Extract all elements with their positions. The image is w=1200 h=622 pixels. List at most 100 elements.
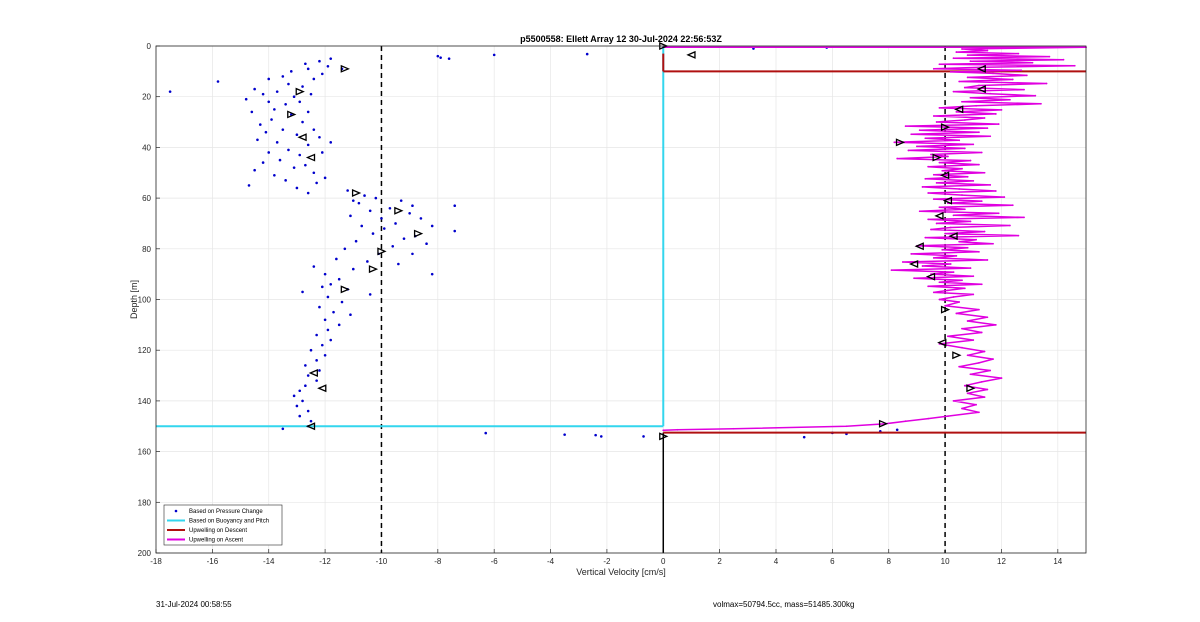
series-3-vertex bbox=[947, 155, 949, 158]
series-0-point bbox=[585, 52, 589, 56]
y-tick-label: 0 bbox=[147, 42, 152, 51]
series-3-vertex bbox=[1023, 88, 1025, 91]
series-3-vertex bbox=[966, 320, 969, 322]
series-3-vertex bbox=[969, 60, 972, 63]
x-tick-label: 12 bbox=[997, 557, 1006, 566]
series-3-vertex bbox=[1031, 61, 1034, 64]
triangle-marker bbox=[942, 196, 953, 205]
series-3-vertex bbox=[910, 252, 913, 255]
series-3-vertex bbox=[927, 417, 930, 420]
legend-swatch-point bbox=[174, 509, 178, 513]
series-3-vertex bbox=[972, 339, 975, 341]
series-0-point bbox=[323, 272, 327, 276]
x-tick-label: 0 bbox=[661, 557, 666, 566]
series-3-vertex bbox=[972, 143, 975, 146]
series-3-vertex bbox=[983, 117, 986, 119]
series-0-point bbox=[306, 374, 310, 377]
footer-timestamp: 31-Jul-2024 00:58:55 bbox=[156, 600, 232, 609]
series-0-point bbox=[250, 110, 254, 114]
series-0-point bbox=[594, 433, 597, 437]
x-tick-label: 10 bbox=[941, 557, 950, 566]
series-0-point bbox=[273, 173, 276, 177]
y-tick-label: 100 bbox=[138, 296, 152, 305]
series-3-vertex bbox=[994, 113, 997, 115]
series-3-vertex bbox=[958, 139, 961, 142]
triangle-marker bbox=[317, 384, 327, 393]
series-3-vertex bbox=[1003, 196, 1006, 198]
x-tick-label: 4 bbox=[774, 557, 779, 566]
series-0-point bbox=[323, 318, 327, 322]
series-0-point bbox=[298, 153, 302, 157]
series-0-point bbox=[382, 227, 386, 230]
series-0-point bbox=[349, 214, 352, 218]
triangle-marker bbox=[914, 242, 924, 251]
series-0-point bbox=[374, 196, 378, 200]
series-3-vertex bbox=[1020, 69, 1023, 72]
series-0-point bbox=[360, 224, 364, 228]
series-3-vertex bbox=[958, 365, 961, 368]
series-3-vertex bbox=[918, 129, 921, 132]
triangle-marker bbox=[908, 260, 919, 268]
series-3-vertex bbox=[938, 281, 941, 284]
series-0-point bbox=[270, 118, 273, 121]
series-0-point bbox=[430, 224, 434, 228]
series-3-vertex bbox=[949, 226, 952, 229]
series-0-point bbox=[453, 204, 457, 208]
series-3-vertex bbox=[961, 100, 963, 103]
series-3-vertex bbox=[904, 125, 907, 128]
series-3-vertex bbox=[1040, 102, 1042, 105]
series-0-point bbox=[318, 135, 321, 139]
series-3-vertex bbox=[992, 358, 994, 360]
series-3-vertex bbox=[955, 51, 958, 53]
series-3-vertex bbox=[966, 54, 969, 57]
triangle-marker bbox=[297, 133, 307, 142]
series-0-point bbox=[399, 199, 403, 202]
series-0-point bbox=[267, 77, 271, 81]
series-0-point bbox=[802, 435, 806, 439]
series-0-point bbox=[312, 77, 316, 81]
series-3-vertex bbox=[975, 403, 977, 406]
series-0-point bbox=[391, 244, 395, 248]
series-0-point bbox=[315, 379, 318, 382]
y-tick-label: 140 bbox=[138, 397, 152, 406]
series-3-vertex bbox=[992, 242, 994, 245]
series-0-point bbox=[295, 404, 299, 408]
plot-frame bbox=[155, 45, 1087, 554]
series-0-point bbox=[309, 92, 313, 96]
series-0-point bbox=[301, 399, 304, 403]
series-0-point bbox=[298, 389, 302, 393]
y-tick-label: 200 bbox=[138, 549, 152, 558]
series-3-vertex bbox=[927, 218, 930, 221]
series-3-vertex bbox=[978, 411, 980, 414]
series-3-vertex bbox=[983, 396, 986, 398]
legend-entry-label: Upwelling on Ascent bbox=[189, 538, 243, 544]
series-3-vertex bbox=[941, 248, 944, 251]
series-0-point bbox=[247, 184, 251, 187]
series-3-vertex bbox=[978, 308, 980, 311]
series-0-point bbox=[304, 62, 307, 66]
footer-volmax-mass: volmax=50794.5cc, mass=51485.300kg bbox=[713, 600, 855, 609]
series-3-vertex bbox=[952, 271, 955, 274]
series-0-point bbox=[312, 171, 316, 175]
series-3-vertex bbox=[927, 192, 930, 194]
series-3-vertex bbox=[913, 277, 915, 280]
series-3-vertex bbox=[980, 380, 983, 383]
series-3-vertex bbox=[938, 298, 941, 301]
x-axis-ticks: -18 -16 -14 -12 -10 -8 -6 -4 -2 0 2 4 6 8 10 12 14 bbox=[150, 549, 1063, 566]
triangle-marker bbox=[686, 50, 696, 59]
series-3-vertex bbox=[947, 335, 949, 338]
series-0-point bbox=[306, 143, 310, 147]
series-0-point bbox=[292, 394, 296, 398]
triangle-marker bbox=[925, 272, 936, 281]
series-0-point bbox=[402, 237, 406, 240]
series-3-vertex bbox=[966, 76, 969, 79]
series-0-point bbox=[309, 348, 313, 352]
series-3-vertex bbox=[975, 104, 977, 107]
triangle-marker bbox=[976, 64, 986, 73]
triangle-marker bbox=[976, 85, 986, 94]
series-0-point bbox=[329, 282, 333, 286]
x-tick-label: -8 bbox=[434, 557, 442, 566]
series-3-vertex bbox=[901, 261, 904, 263]
series-3-vertex bbox=[989, 369, 992, 372]
series-0-point bbox=[320, 72, 324, 76]
